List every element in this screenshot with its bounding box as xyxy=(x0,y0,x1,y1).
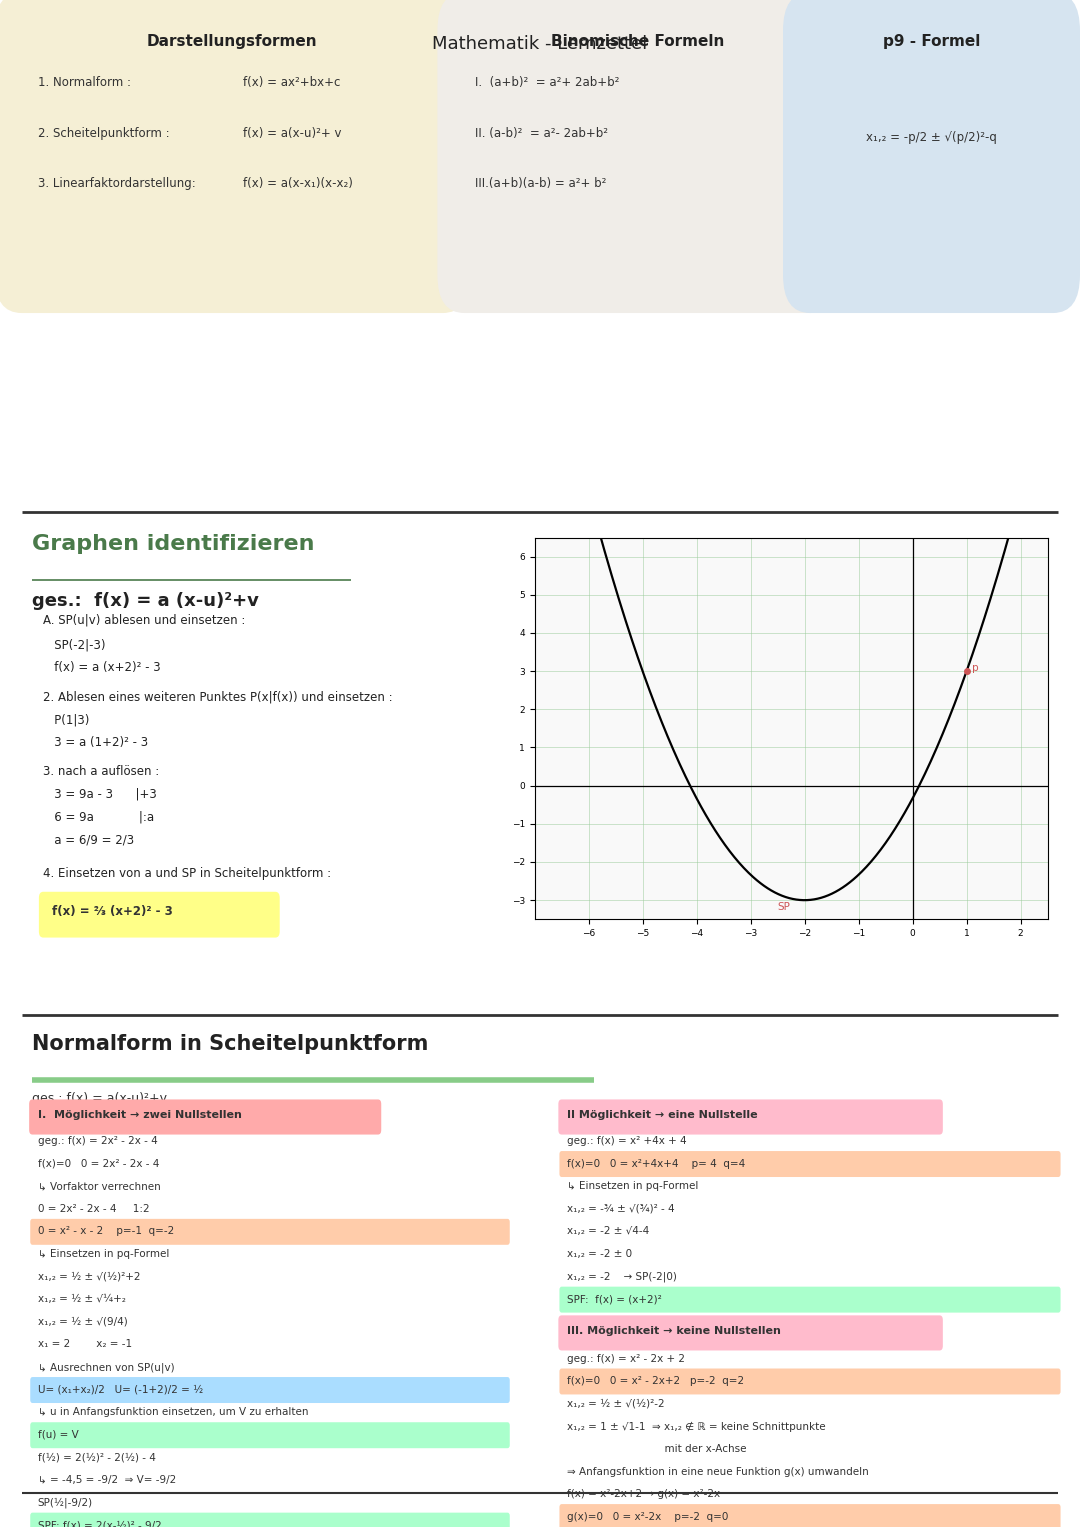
Text: ↳ Vorfaktor verrechnen: ↳ Vorfaktor verrechnen xyxy=(38,1182,161,1191)
FancyBboxPatch shape xyxy=(30,1513,510,1527)
Text: f(x) = ax²+bx+c: f(x) = ax²+bx+c xyxy=(243,76,340,90)
Text: Binomische Formeln: Binomische Formeln xyxy=(551,34,724,49)
Text: x₁,₂ = -2    → SP(-2|0): x₁,₂ = -2 → SP(-2|0) xyxy=(567,1272,677,1283)
FancyBboxPatch shape xyxy=(558,1315,943,1350)
Text: f(x)=0   0 = x²+4x+4    p= 4  q=4: f(x)=0 0 = x²+4x+4 p= 4 q=4 xyxy=(567,1159,745,1168)
Text: I.  (a+b)²  = a²+ 2ab+b²: I. (a+b)² = a²+ 2ab+b² xyxy=(475,76,620,90)
Text: x₁,₂ = ½ ± √(9/4): x₁,₂ = ½ ± √(9/4) xyxy=(38,1316,127,1327)
Text: f(x)=0   0 = x² - 2x+2   p=-2  q=2: f(x)=0 0 = x² - 2x+2 p=-2 q=2 xyxy=(567,1376,744,1387)
Text: 3. Linearfaktordarstellung:: 3. Linearfaktordarstellung: xyxy=(38,177,195,191)
Text: SPF: f(x) = 2(x-½)² - 9/2: SPF: f(x) = 2(x-½)² - 9/2 xyxy=(38,1521,162,1527)
Text: Graphen identifizieren: Graphen identifizieren xyxy=(32,534,315,554)
FancyBboxPatch shape xyxy=(0,0,470,313)
Text: Normalform in Scheitelpunktform: Normalform in Scheitelpunktform xyxy=(32,1034,429,1054)
Text: 0 = 2x² - 2x - 4     1:2: 0 = 2x² - 2x - 4 1:2 xyxy=(38,1203,149,1214)
Text: f(x) = a (x+2)² - 3: f(x) = a (x+2)² - 3 xyxy=(43,661,161,675)
Text: SPF:  f(x) = (x+2)²: SPF: f(x) = (x+2)² xyxy=(567,1295,662,1304)
Text: ↳ Ausrechnen von SP(u|v): ↳ Ausrechnen von SP(u|v) xyxy=(38,1362,175,1373)
FancyBboxPatch shape xyxy=(39,892,280,938)
Text: f(x) = a(x-u)²+ v: f(x) = a(x-u)²+ v xyxy=(243,127,341,140)
Text: 2. Scheitelpunktform :: 2. Scheitelpunktform : xyxy=(38,127,170,140)
Text: x₁,₂ = -p/2 ± √(p/2)²-q: x₁,₂ = -p/2 ± √(p/2)²-q xyxy=(866,131,997,144)
Text: x₁ = 2        x₂ = -1: x₁ = 2 x₂ = -1 xyxy=(38,1339,132,1350)
Text: geg.: f(x) = 2x² - 2x - 4: geg.: f(x) = 2x² - 2x - 4 xyxy=(38,1136,158,1147)
Text: I.  Möglichkeit → zwei Nullstellen: I. Möglichkeit → zwei Nullstellen xyxy=(38,1110,242,1119)
Text: x₁,₂ = 1 ± √1-1  ⇒ x₁,₂ ∉ ℝ = keine Schnittpunkte: x₁,₂ = 1 ± √1-1 ⇒ x₁,₂ ∉ ℝ = keine Schni… xyxy=(567,1422,825,1432)
FancyBboxPatch shape xyxy=(558,1099,943,1135)
Text: ges.: f(x) = a(x-u)²+v: ges.: f(x) = a(x-u)²+v xyxy=(32,1092,167,1106)
Text: f(u) = V: f(u) = V xyxy=(38,1429,79,1440)
Text: 6 = 9a            |:a: 6 = 9a |:a xyxy=(43,811,154,825)
FancyBboxPatch shape xyxy=(29,1099,381,1135)
Text: f(x) = ⅔ (x+2)² - 3: f(x) = ⅔ (x+2)² - 3 xyxy=(52,906,173,918)
Text: p9 - Formel: p9 - Formel xyxy=(882,34,981,49)
Text: ↳ = -4,5 = -9/2  ⇒ V= -9/2: ↳ = -4,5 = -9/2 ⇒ V= -9/2 xyxy=(38,1475,176,1486)
Text: x₁,₂ = ½ ± √(½)²+2: x₁,₂ = ½ ± √(½)²+2 xyxy=(38,1272,140,1281)
FancyBboxPatch shape xyxy=(559,1287,1061,1313)
Text: a = 6/9 = 2/3: a = 6/9 = 2/3 xyxy=(43,834,134,847)
FancyBboxPatch shape xyxy=(30,1377,510,1403)
Text: mit der x-Achse: mit der x-Achse xyxy=(567,1445,746,1454)
Text: ↳ Einsetzen in pq-Formel: ↳ Einsetzen in pq-Formel xyxy=(38,1249,170,1260)
Text: P(1|3): P(1|3) xyxy=(43,713,90,727)
FancyBboxPatch shape xyxy=(559,1151,1061,1177)
Text: f(x)=0   0 = 2x² - 2x - 4: f(x)=0 0 = 2x² - 2x - 4 xyxy=(38,1159,159,1168)
Text: Mathematik - Lernzettel: Mathematik - Lernzettel xyxy=(432,35,648,53)
Text: p: p xyxy=(972,663,978,673)
FancyBboxPatch shape xyxy=(30,1219,510,1245)
Text: g(x)=0   0 = x²-2x    p=-2  q=0: g(x)=0 0 = x²-2x p=-2 q=0 xyxy=(567,1512,728,1522)
Text: x₁,₂ = -2 ± √4-4: x₁,₂ = -2 ± √4-4 xyxy=(567,1226,649,1237)
Text: x₁,₂ = -2 ± 0: x₁,₂ = -2 ± 0 xyxy=(567,1249,632,1260)
Text: f(x) = x²-2x+2 → g(x) = x²-2x: f(x) = x²-2x+2 → g(x) = x²-2x xyxy=(567,1489,720,1500)
Text: 2. Ablesen eines weiteren Punktes P(x|f(x)) und einsetzen :: 2. Ablesen eines weiteren Punktes P(x|f(… xyxy=(43,690,393,704)
Text: geg.: f(x) = x² +4x + 4: geg.: f(x) = x² +4x + 4 xyxy=(567,1136,687,1147)
Text: ↳ Einsetzen in pq-Formel: ↳ Einsetzen in pq-Formel xyxy=(567,1182,699,1191)
Text: II. (a-b)²  = a²- 2ab+b²: II. (a-b)² = a²- 2ab+b² xyxy=(475,127,608,140)
Text: 1. Normalform :: 1. Normalform : xyxy=(38,76,131,90)
Text: x₁,₂ = ½ ± √¼+₂: x₁,₂ = ½ ± √¼+₂ xyxy=(38,1295,125,1304)
Text: SP(-2|-3): SP(-2|-3) xyxy=(43,638,106,652)
FancyBboxPatch shape xyxy=(437,0,837,313)
Text: f(x) = a(x-x₁)(x-x₂): f(x) = a(x-x₁)(x-x₂) xyxy=(243,177,353,191)
Text: A. SP(u|v) ablesen und einsetzen :: A. SP(u|v) ablesen und einsetzen : xyxy=(43,614,245,628)
Text: x₁,₂ = ½ ± √(½)²-2: x₁,₂ = ½ ± √(½)²-2 xyxy=(567,1399,664,1409)
FancyBboxPatch shape xyxy=(783,0,1080,313)
Text: II Möglichkeit → eine Nullstelle: II Möglichkeit → eine Nullstelle xyxy=(567,1110,758,1119)
Text: ↳ u in Anfangsfunktion einsetzen, um V zu erhalten: ↳ u in Anfangsfunktion einsetzen, um V z… xyxy=(38,1408,308,1417)
Text: 3. nach a auflösen :: 3. nach a auflösen : xyxy=(43,765,160,779)
FancyBboxPatch shape xyxy=(559,1504,1061,1527)
Text: geg.: f(x) = x² - 2x + 2: geg.: f(x) = x² - 2x + 2 xyxy=(567,1353,685,1364)
Text: III. Möglichkeit → keine Nullstellen: III. Möglichkeit → keine Nullstellen xyxy=(567,1325,781,1336)
Text: ges.:  f(x) = a (x-u)²+v: ges.: f(x) = a (x-u)²+v xyxy=(32,592,259,611)
Text: U= (x₁+x₂)/2   U= (-1+2)/2 = ½: U= (x₁+x₂)/2 U= (-1+2)/2 = ½ xyxy=(38,1385,203,1394)
Text: III.(a+b)(a-b) = a²+ b²: III.(a+b)(a-b) = a²+ b² xyxy=(475,177,607,191)
Text: Darstellungsformen: Darstellungsformen xyxy=(147,34,318,49)
Text: 4. Einsetzen von a und SP in Scheitelpunktform :: 4. Einsetzen von a und SP in Scheitelpun… xyxy=(43,867,332,881)
FancyBboxPatch shape xyxy=(559,1368,1061,1394)
Text: ⇒ Anfangsfunktion in eine neue Funktion g(x) umwandeln: ⇒ Anfangsfunktion in eine neue Funktion … xyxy=(567,1466,868,1477)
Text: 3 = a (1+2)² - 3: 3 = a (1+2)² - 3 xyxy=(43,736,148,750)
Text: SP(½|-9/2): SP(½|-9/2) xyxy=(38,1498,93,1509)
Text: f(½) = 2(½)² - 2(½) - 4: f(½) = 2(½)² - 2(½) - 4 xyxy=(38,1452,156,1463)
FancyBboxPatch shape xyxy=(30,1422,510,1448)
Text: 0 = x² - x - 2    p=-1  q=-2: 0 = x² - x - 2 p=-1 q=-2 xyxy=(38,1226,174,1237)
Text: x₁,₂ = -¾ ± √(¾)² - 4: x₁,₂ = -¾ ± √(¾)² - 4 xyxy=(567,1203,675,1214)
Text: SP: SP xyxy=(778,902,791,912)
Text: 3 = 9a - 3      |+3: 3 = 9a - 3 |+3 xyxy=(43,788,157,802)
